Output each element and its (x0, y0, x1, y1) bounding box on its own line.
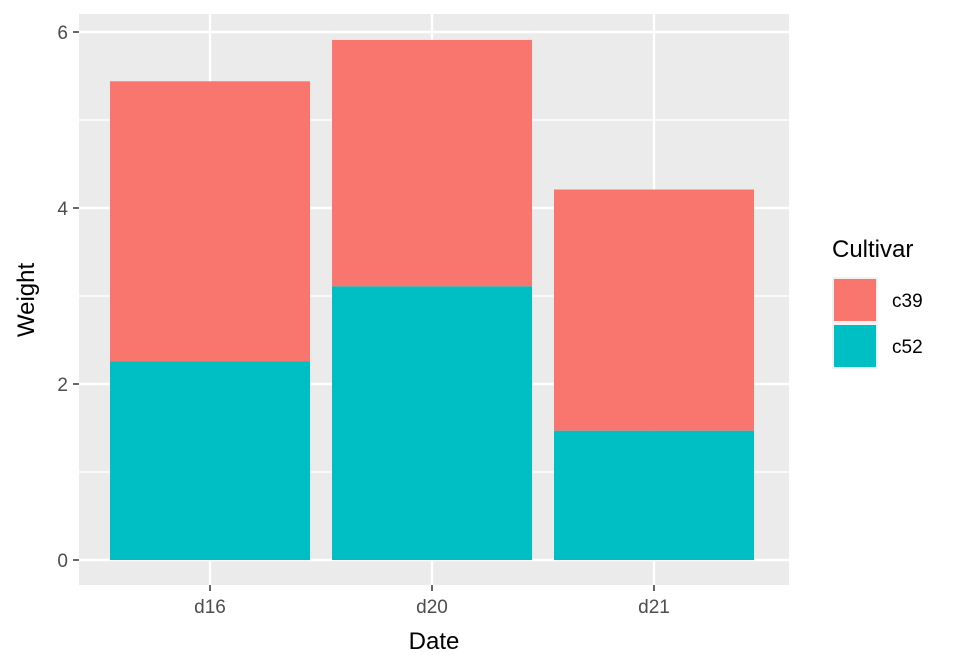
y-tick-label: 2 (57, 375, 68, 396)
bar-c52-d20 (332, 286, 532, 560)
x-tick-label: d21 (638, 597, 670, 618)
y-axis: 0 2 4 6 (57, 23, 79, 572)
y-tick-label: 4 (57, 199, 68, 220)
x-axis-title: Date (409, 628, 460, 655)
bars (110, 39, 754, 560)
y-axis-title: Weight (13, 263, 40, 338)
legend-label-c52: c52 (892, 337, 923, 358)
bar-c52-d16 (110, 361, 310, 560)
bar-c39-d16 (110, 81, 310, 362)
y-tick-label: 0 (57, 551, 68, 572)
x-tick-label: d16 (194, 597, 226, 618)
legend: Cultivar c39 c52 (832, 236, 923, 369)
x-axis: d16 d20 d21 (194, 585, 670, 618)
legend-key-c39 (834, 279, 876, 321)
legend-title: Cultivar (832, 236, 913, 263)
legend-key-c52 (834, 325, 876, 367)
bar-c39-d20 (332, 39, 532, 287)
bar-c39-d21 (554, 189, 754, 431)
bar-c52-d21 (554, 430, 754, 560)
legend-label-c39: c39 (892, 291, 923, 312)
y-tick-label: 6 (57, 23, 68, 44)
x-tick-label: d20 (416, 597, 448, 618)
